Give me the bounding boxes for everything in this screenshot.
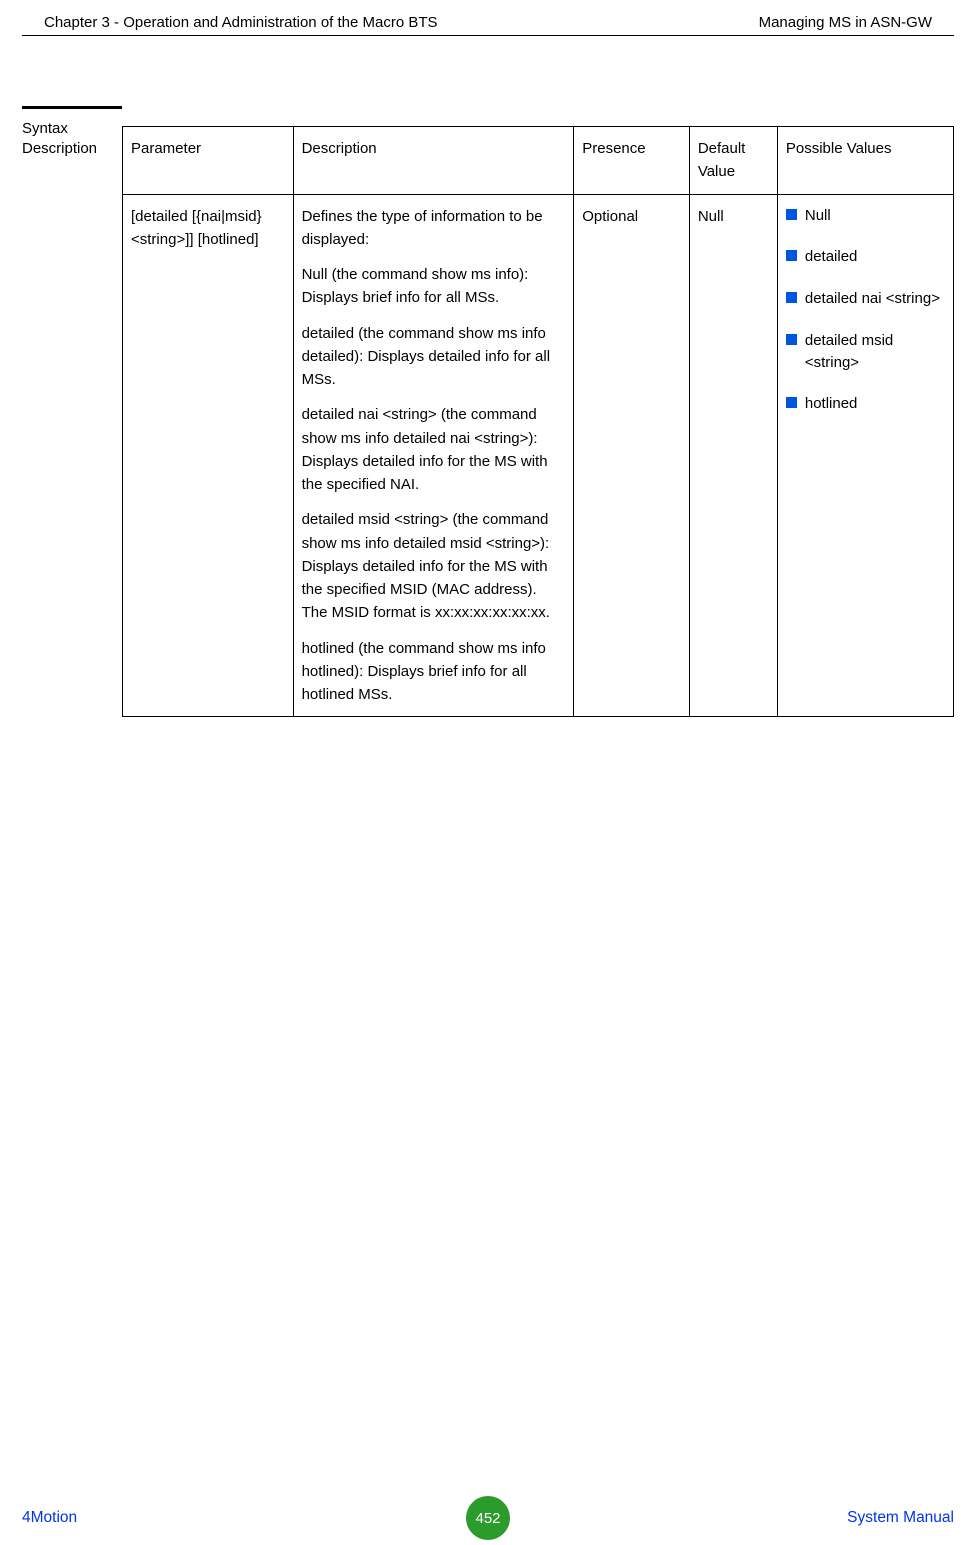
bullet-icon [786,250,797,261]
list-item: Null [786,205,945,227]
possible-values-list: Null detailed detailed nai <string> [786,205,945,416]
page-footer: 4Motion 452 System Manual [0,1509,976,1527]
page-number-badge: 452 [466,1496,510,1540]
bullet-text: detailed nai <string> [805,288,945,310]
desc-p4: detailed nai <string> (the command show … [302,403,566,496]
td-description: Defines the type of information to be di… [293,194,574,717]
th-possible: Possible Values [777,127,953,195]
syntax-label-line1: Syntax [22,120,68,137]
table-column: Parameter Description Presence Default V… [122,106,954,717]
td-possible: Null detailed detailed nai <string> [777,194,953,717]
syntax-table: Parameter Description Presence Default V… [122,126,954,717]
desc-p1: Defines the type of information to be di… [302,205,566,252]
th-parameter: Parameter [123,127,294,195]
page-header: Chapter 3 - Operation and Administration… [22,0,954,36]
header-left: Chapter 3 - Operation and Administration… [44,14,438,31]
desc-p6: hotlined (the command show ms info hotli… [302,637,566,707]
desc-p2: Null (the command show ms info): Display… [302,263,566,310]
syntax-label: Syntax Description [22,119,122,160]
content-area: Syntax Description Parameter Description… [0,36,976,717]
table-row: [detailed [{nai|msid}<string>]] [hotline… [123,194,954,717]
bullet-icon [786,334,797,345]
desc-p3: detailed (the command show ms info detai… [302,322,566,392]
td-presence: Optional [574,194,690,717]
td-parameter: [detailed [{nai|msid}<string>]] [hotline… [123,194,294,717]
th-default: Default Value [689,127,777,195]
td-default: Null [689,194,777,717]
bullet-icon [786,292,797,303]
list-item: detailed msid <string> [786,330,945,374]
list-item: detailed [786,246,945,268]
bullet-text: detailed msid <string> [805,330,945,374]
footer-left: 4Motion [22,1509,77,1527]
th-presence: Presence [574,127,690,195]
list-item: detailed nai <string> [786,288,945,310]
bullet-text: Null [805,205,945,227]
th-description: Description [293,127,574,195]
bullet-text: detailed [805,246,945,268]
bullet-text: hotlined [805,393,945,415]
list-item: hotlined [786,393,945,415]
table-header-row: Parameter Description Presence Default V… [123,127,954,195]
syntax-label-column: Syntax Description [22,106,122,717]
footer-right: System Manual [847,1509,954,1527]
bullet-icon [786,209,797,220]
syntax-label-line2: Description [22,140,97,157]
bullet-icon [786,397,797,408]
desc-p5: detailed msid <string> (the command show… [302,508,566,624]
header-right: Managing MS in ASN-GW [759,14,932,31]
